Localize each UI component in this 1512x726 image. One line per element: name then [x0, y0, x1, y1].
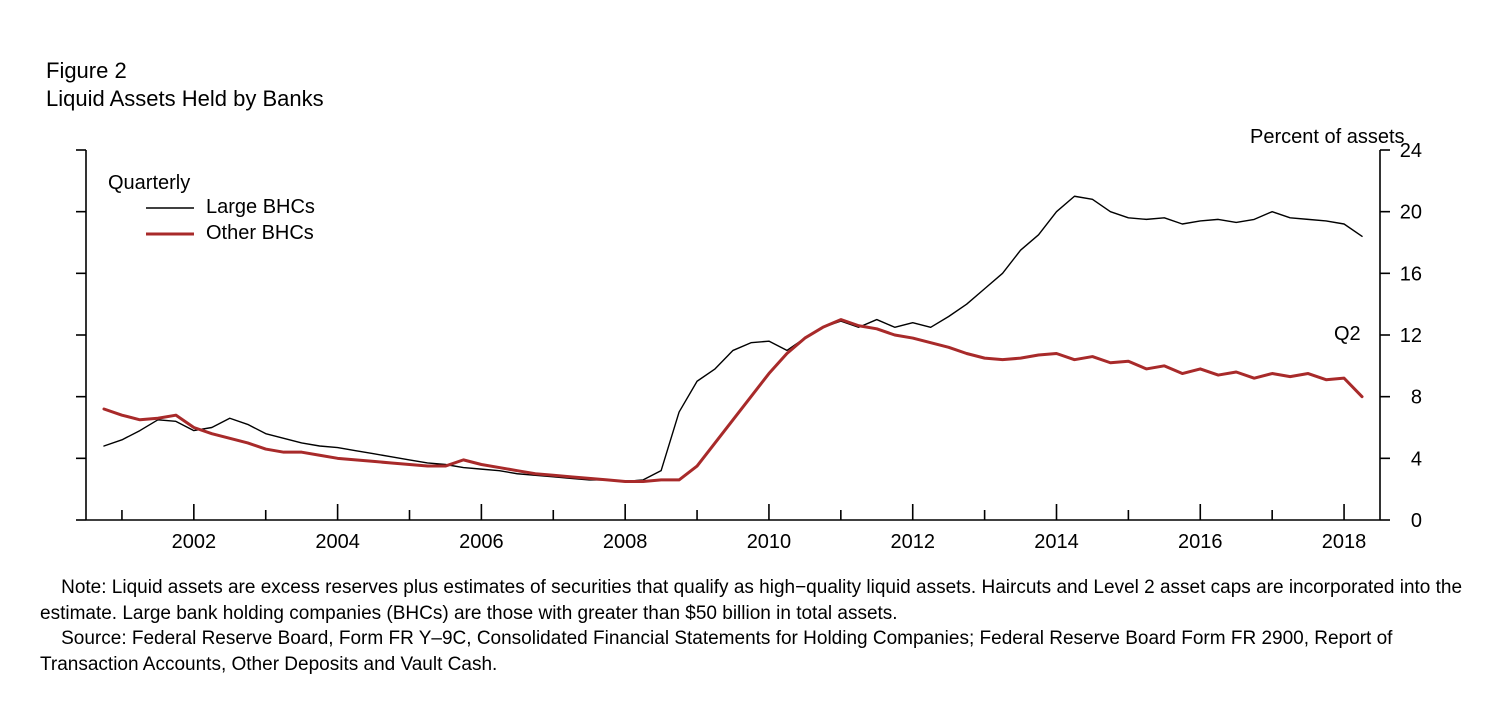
figure-note: Note: Liquid assets are excess reserves …: [40, 575, 1470, 678]
y-tick-label: 8: [1411, 387, 1422, 409]
note-text: Note: Liquid assets are excess reserves …: [40, 577, 1462, 624]
chart-svg: 0 4 8 12 16 20 24 2002 2004 2006 2008 2010 2012 2014 2…: [0, 0, 1512, 600]
y-tick-label: 16: [1400, 263, 1422, 285]
series-other-bhcs: [104, 320, 1362, 482]
y-tick-label: 24: [1400, 140, 1422, 162]
figure-wrap: Figure 2 Liquid Assets Held by Banks Per…: [0, 0, 1512, 726]
y-tick-label: 4: [1411, 448, 1422, 470]
x-tick-label: 2002: [172, 531, 217, 553]
x-tick-label: 2010: [747, 531, 792, 553]
x-tick-label: 2006: [459, 531, 504, 553]
x-tick-label: 2014: [1034, 531, 1079, 553]
x-tick-label: 2004: [315, 531, 360, 553]
y-tick-label: 12: [1400, 325, 1422, 347]
series-large-bhcs: [104, 196, 1362, 481]
y-tick-label: 20: [1400, 202, 1422, 224]
source-text: Source: Federal Reserve Board, Form FR Y…: [40, 628, 1392, 675]
y-tick-label: 0: [1411, 510, 1422, 532]
x-tick-label: 2008: [603, 531, 648, 553]
x-tick-label: 2012: [890, 531, 935, 553]
x-tick-label: 2018: [1322, 531, 1367, 553]
x-tick-label: 2016: [1178, 531, 1223, 553]
